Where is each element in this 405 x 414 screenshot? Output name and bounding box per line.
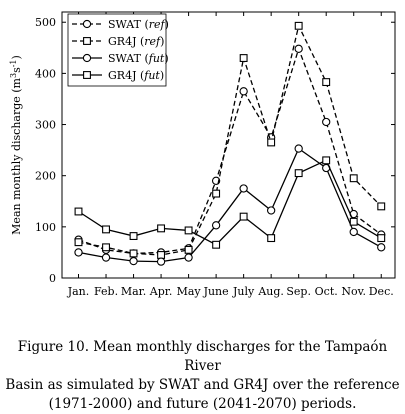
x-tick-label: Oct. (315, 285, 338, 298)
legend-series-name: SWAT ( (108, 18, 149, 31)
y-tick-label: 200 (35, 170, 56, 183)
legend-paren: ) (160, 69, 164, 82)
caption-line-2: Basin as simulated by SWAT and GR4J over… (5, 377, 400, 393)
x-tick-label: Nov. (341, 285, 366, 298)
data-point-swat-fut (184, 253, 193, 262)
data-point-gr4j-fut (239, 212, 248, 221)
legend-marker (82, 19, 92, 29)
data-point-gr4j-fut (102, 225, 110, 234)
legend-label: SWAT (ref) (108, 18, 169, 31)
data-point-gr4j-fut (377, 234, 386, 243)
data-point-gr4j-ref (322, 78, 331, 87)
caption-line-1: Figure 10. Mean monthly discharges for t… (17, 339, 388, 374)
x-tick-label: Mar. (121, 285, 146, 298)
data-point-gr4j-fut (184, 226, 193, 235)
data-point-swat-fut (156, 257, 166, 266)
legend-series-period: fut (148, 52, 165, 65)
data-point-gr4j-fut (129, 232, 138, 241)
data-point-gr4j-ref (212, 189, 221, 198)
data-point-gr4j-ref (74, 238, 83, 247)
data-point-gr4j-ref (184, 245, 193, 254)
legend-series-period: fut (143, 69, 160, 82)
legend-series-name: GR4J ( (108, 35, 144, 48)
y-axis-label-ylabel_mid: s (10, 67, 23, 73)
legend: SWAT (ref)GR4J (ref)SWAT (fut)GR4J (fut) (67, 13, 169, 87)
x-tick-label: Jan. (67, 285, 90, 298)
legend-series-period: ref (144, 35, 162, 48)
data-point-gr4j-ref (239, 54, 248, 62)
x-tick-label: May (177, 285, 202, 298)
legend-label: GR4J (ref) (108, 35, 164, 48)
legend-series-name: SWAT ( (108, 52, 149, 65)
legend-marker (82, 53, 92, 63)
y-tick-label: 100 (35, 221, 56, 234)
legend-paren: ) (164, 52, 168, 65)
y-tick-label: 400 (35, 67, 56, 80)
data-point-gr4j-fut (349, 217, 358, 226)
data-point-gr4j-ref (267, 138, 276, 147)
x-tick-label: Dec. (369, 285, 394, 298)
y-axis-label: Mean monthly discharge (m3s-1) (9, 55, 23, 235)
legend-series-name: GR4J ( (108, 69, 144, 82)
legend-label: SWAT (fut) (108, 52, 169, 65)
data-point-swat-fut (211, 221, 221, 230)
y-axis-label-ylabel_end: ) (10, 55, 23, 59)
caption-line-3: (1971-2000) and future (2041-2070) perio… (48, 396, 357, 412)
y-axis-label-ylabel_sup: 3 (9, 73, 18, 78)
y-axis-label-text: Mean monthly discharge (m3s-1) (9, 55, 23, 235)
legend-label: GR4J (fut) (108, 69, 164, 82)
plot-frame (61, 11, 396, 279)
figure-caption: Figure 10. Mean monthly discharges for t… (0, 338, 405, 414)
data-point-gr4j-ref (294, 21, 303, 30)
line-chart: Mean monthly discharge (m3s-1) 0 100 200 30… (9, 11, 396, 298)
data-point-swat-fut (349, 227, 358, 237)
series-line-gr4j-ref (78, 23, 382, 256)
data-point-swat-fut (101, 253, 111, 262)
data-point-swat-fut (267, 206, 276, 215)
data-point-swat-ref (294, 44, 303, 53)
data-point-gr4j-fut (212, 240, 221, 249)
y-axis-label-ylabel_main: Mean monthly discharge (m (10, 77, 23, 234)
data-point-swat-fut (377, 243, 386, 252)
x-tick-label: Feb. (94, 285, 118, 298)
data-point-swat-fut (74, 248, 83, 257)
data-point-gr4j-ref (377, 202, 386, 211)
y-tick-label: 0 (49, 272, 56, 285)
y-axis-label-ylabel_sup2: -1 (9, 59, 18, 67)
data-point-swat-fut (239, 184, 248, 193)
x-tick-label: Aug. (257, 285, 284, 298)
x-tick-label: Apr. (149, 285, 173, 298)
legend-paren: ) (160, 35, 164, 48)
x-tick-label: Sep. (286, 285, 311, 298)
data-point-gr4j-ref (102, 243, 110, 252)
data-point-gr4j-fut (267, 234, 276, 243)
legend-marker (83, 71, 91, 79)
x-tick-label: June (203, 285, 229, 298)
y-tick-label: 300 (35, 119, 56, 132)
data-point-gr4j-fut (294, 169, 303, 178)
legend-series-period: ref (149, 18, 167, 31)
data-point-gr4j-ref (157, 251, 166, 259)
x-tick-label: July (232, 285, 255, 298)
data-point-gr4j-ref (129, 249, 138, 258)
data-point-swat-fut (129, 256, 138, 266)
y-tick-label: 500 (35, 16, 56, 29)
data-point-gr4j-fut (322, 156, 331, 165)
series-line-swat-fut (78, 147, 382, 263)
data-point-swat-ref (322, 117, 331, 127)
data-point-swat-ref (239, 87, 248, 96)
data-point-swat-fut (294, 144, 303, 153)
legend-marker (83, 37, 91, 45)
legend-paren: ) (165, 18, 169, 31)
data-point-gr4j-fut (157, 224, 166, 233)
data-point-gr4j-ref (349, 174, 358, 183)
data-point-gr4j-fut (74, 207, 83, 216)
series-line-gr4j-fut (78, 159, 382, 246)
